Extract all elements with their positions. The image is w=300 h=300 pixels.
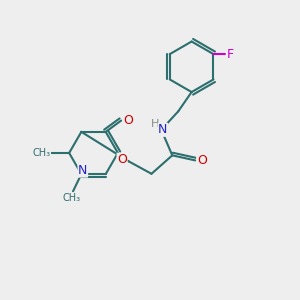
Text: O: O — [117, 153, 127, 166]
Text: O: O — [197, 154, 207, 167]
Text: CH₃: CH₃ — [32, 148, 51, 158]
Text: F: F — [226, 48, 234, 61]
Text: CH₃: CH₃ — [62, 193, 81, 203]
Text: O: O — [123, 114, 133, 127]
Text: N: N — [78, 164, 88, 177]
Text: H: H — [151, 119, 159, 129]
Text: N: N — [158, 123, 167, 136]
